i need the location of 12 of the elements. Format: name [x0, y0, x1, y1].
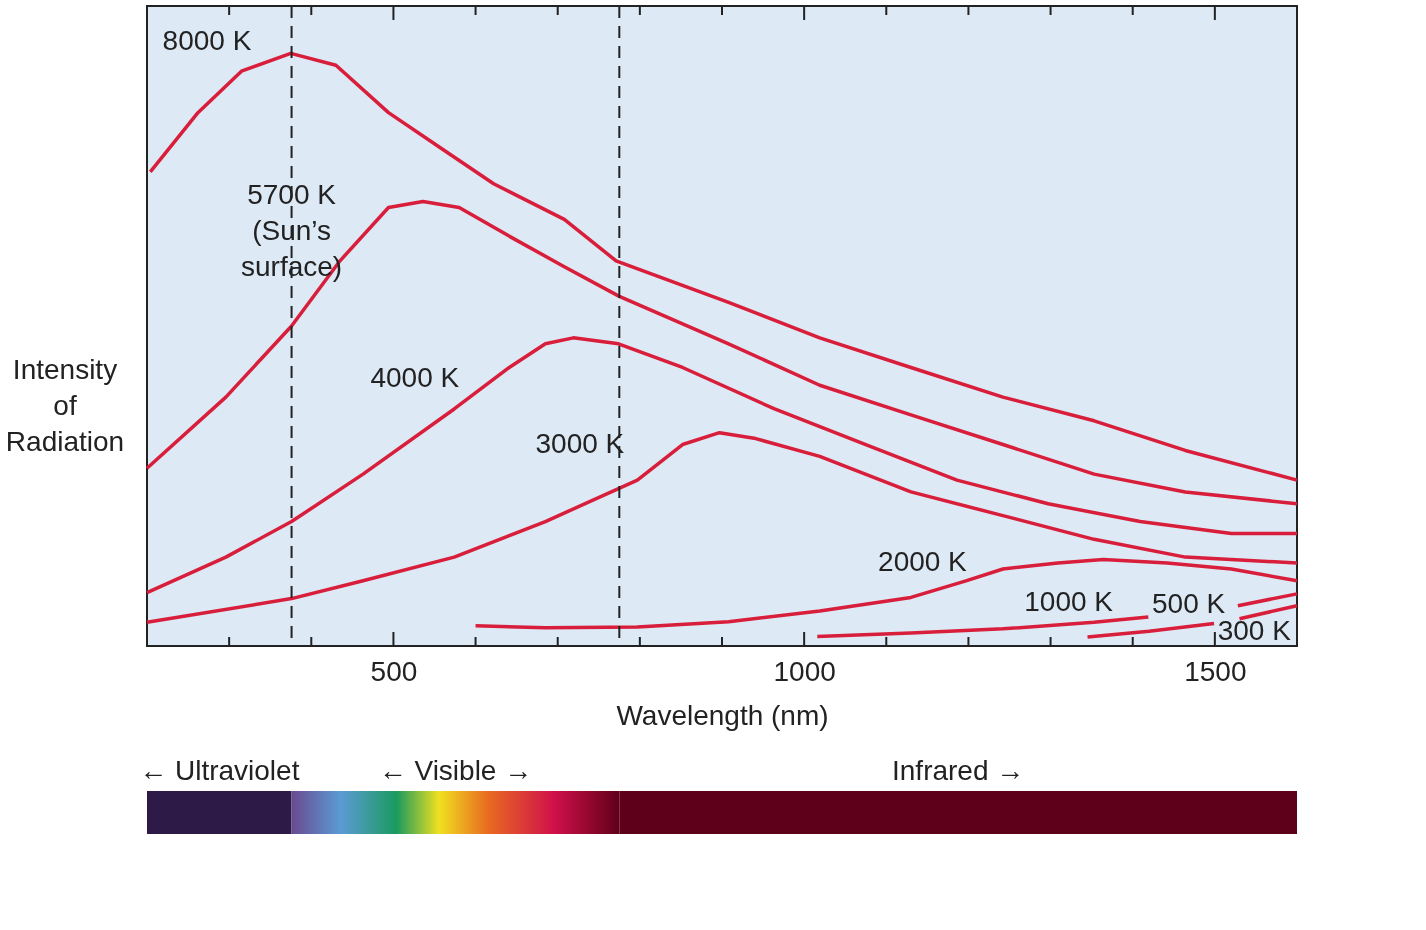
x-tick-label: 1500: [1184, 655, 1247, 687]
text: ← Ultraviolet: [139, 755, 300, 786]
series-label: 8000 K: [162, 24, 252, 56]
x-tick-label: 500: [370, 655, 418, 687]
y-axis-title: Intensity of Radiation: [5, 353, 125, 457]
x-tick-label: 1000: [773, 655, 836, 687]
series-label: 4000 K: [370, 362, 460, 394]
text: ← Visible →: [378, 755, 533, 786]
text: Infrared →: [892, 755, 1025, 786]
series-label: 1000 K: [1024, 586, 1114, 618]
x-axis-title: Wavelength (nm): [616, 699, 829, 731]
series-label: 2000 K: [878, 546, 968, 578]
